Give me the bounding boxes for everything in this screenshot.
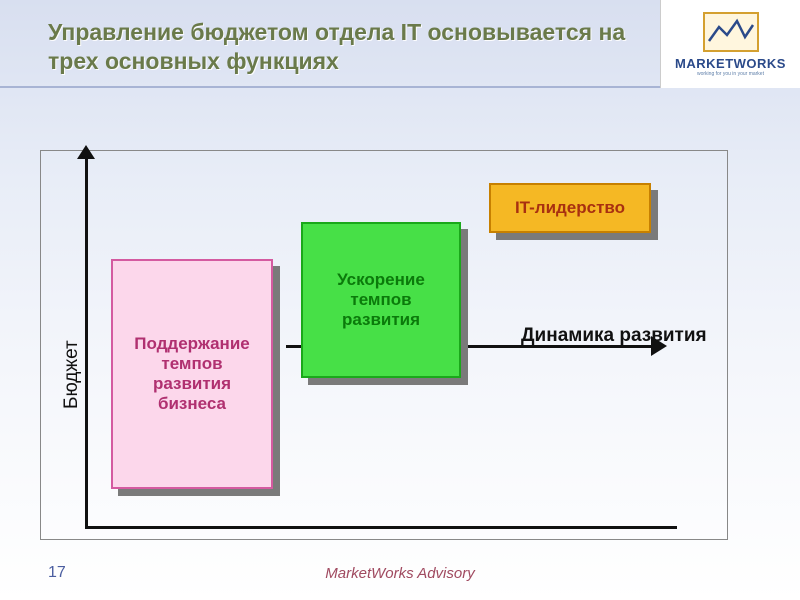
y-axis-label: Бюджет <box>61 340 83 409</box>
y-axis-line <box>85 154 88 526</box>
header: Управление бюджетом отдела IT основывает… <box>0 0 800 88</box>
logo-text: MARKETWORKS <box>675 56 786 71</box>
dev-arrow-label: Динамика развития <box>521 325 707 347</box>
leadership-node: IT-лидерство <box>489 183 651 233</box>
logo-chart-icon <box>703 12 759 52</box>
footer-brand: MarketWorks Advisory <box>325 565 474 582</box>
x-axis-line <box>85 526 677 529</box>
slide-title: Управление бюджетом отдела IT основывает… <box>48 18 660 76</box>
logo: MARKETWORKS working for you in your mark… <box>660 0 800 88</box>
support-node: Поддержание темпов развития бизнеса <box>111 259 273 489</box>
page-number: 17 <box>48 564 66 582</box>
y-axis-arrow-icon <box>77 145 95 159</box>
accelerate-node: Ускорение темпов развития <box>301 222 461 378</box>
logo-subtext: working for you in your market <box>697 71 764 77</box>
chart-frame: Бюджет Динамика развития Поддержание темпо… <box>40 150 728 540</box>
